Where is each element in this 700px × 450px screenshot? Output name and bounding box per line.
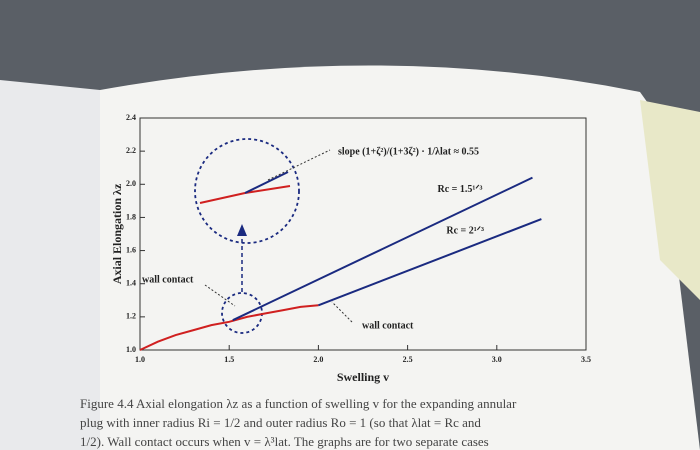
y-tick-label: 1.4	[126, 279, 136, 288]
contact-circle	[221, 292, 263, 334]
x-tick-label: 1.5	[224, 355, 234, 364]
y-axis-label: Axial Elongation λz	[110, 183, 124, 284]
annotation: wall contact	[142, 274, 194, 285]
y-tick-label: 2.0	[126, 179, 136, 188]
arrow-head	[237, 224, 247, 236]
series-label: Rc = 1.5¹ᐟ³	[437, 184, 482, 195]
y-tick-label: 2.4	[126, 113, 136, 122]
inset-red	[199, 192, 246, 204]
page-edge	[640, 100, 700, 300]
series-line	[139, 304, 319, 351]
y-tick-label: 1.8	[126, 212, 136, 221]
x-tick-label: 2.5	[403, 355, 413, 364]
leader	[267, 149, 331, 181]
y-tick-label: 1.2	[126, 312, 136, 321]
series-line	[232, 176, 533, 322]
x-tick-label: 2.0	[313, 355, 323, 364]
caption-line: plug with inner radius Ri = 1/2 and oute…	[80, 415, 481, 430]
y-tick-label: 1.6	[126, 245, 136, 254]
plot-frame	[139, 117, 587, 351]
slope-annotation: slope (1+ζ²)/(1+3ζ²) · 1/λlat ≈ 0.55	[338, 146, 479, 157]
x-tick-label: 1.0	[135, 355, 145, 364]
series-line	[318, 218, 542, 307]
page	[100, 65, 700, 450]
y-tick-label: 2.2	[126, 146, 136, 155]
x-tick-label: 3.5	[581, 355, 591, 364]
caption-line: Figure 4.4 Axial elongation λz as a func…	[80, 396, 517, 411]
series-label: Rc = 2¹ᐟ³	[446, 225, 484, 236]
leader	[331, 301, 353, 323]
inset-red	[244, 185, 291, 194]
left-page	[0, 80, 100, 450]
zoom-circle	[194, 138, 300, 244]
inset-blue	[244, 171, 289, 194]
x-axis-label: Swelling v	[337, 370, 389, 384]
plot: 1.0 1.5 2.0 2.5 3.0 3.5 1.0 1.2 1.4 1.6 1.8 2.0 2.2 2…	[126, 113, 591, 364]
y-tick-label: 1.0	[126, 345, 136, 354]
annotation: wall contact	[362, 320, 414, 331]
x-tick-label: 3.0	[492, 355, 502, 364]
caption-line: 1/2). Wall contact occurs when v = λ³lat…	[80, 434, 489, 449]
